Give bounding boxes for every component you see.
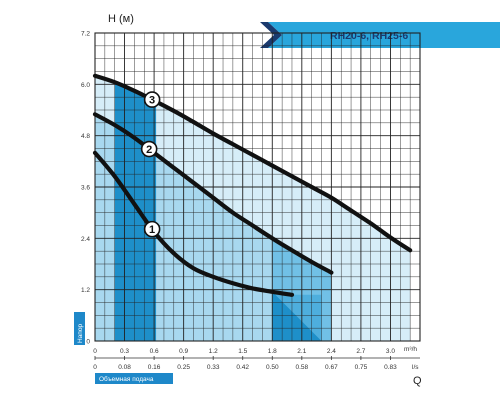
curve-label-3: 3 [149,95,155,107]
x-tick-labels: 0 0.3 0.6 0.9 1.2 1.5 1.8 2.1 2.4 2.7 3.0 [93,348,395,355]
x-unit-secondary: l/s [412,364,419,371]
y-tick-label: 1.2 [81,287,90,294]
x-tick-label-secondary: 0 [93,364,97,371]
title-banner-accent [260,22,282,48]
x-tick-label-secondary: 0.08 [118,364,131,371]
y-tick-labels: 0 1.2 2.4 3.6 4.8 6.0 7.2 [81,31,90,346]
x-tick-label-secondary: 0.25 [177,364,190,371]
flow-tag: Объемная подача [95,373,173,384]
x-tick-label-secondary: 0.50 [266,364,279,371]
y-tick-label: 3.6 [81,185,90,192]
x-tick-label-secondary: 0.42 [236,364,249,371]
curve-label-badge-2 [140,140,158,158]
y-tick-label: 2.4 [81,236,90,243]
flow-tag-label: Объемная подача [99,375,154,383]
x-tick-label: 0.9 [179,348,188,355]
plot-frame [94,32,421,342]
y-axis-title: H (м) [108,13,134,25]
x-tick-label-secondary: 0.58 [295,364,308,371]
curve-label-1: 1 [149,224,155,236]
head-tag-label: Напор [77,324,84,343]
y-tick-label: 4.8 [81,133,90,140]
title-banner-bg [268,22,500,48]
x-tick-label: 2.7 [356,348,365,355]
x-axis-title: Q [413,375,422,387]
x-tick-label-secondary: 0.16 [148,364,161,371]
curves: 1 2 3 [92,73,413,297]
x-tick-label-secondary: 0.83 [384,364,397,371]
x-tick-labels-secondary: 0 0.08 0.16 0.25 0.33 0.42 0.50 0.58 0.67 0.75 0.8… [93,356,420,371]
operating-band-1 [114,82,157,341]
x-unit-primary: m³/h [404,346,417,353]
title-banner: RH20-6, RH25-6 [260,22,500,48]
x-tick-label: 1.8 [268,348,277,355]
x-tick-label: 0 [93,348,97,355]
x-tick-label: 3.0 [386,348,395,355]
x-tick-label-secondary: 0.33 [207,364,220,371]
x-tick-label: 0.6 [150,348,159,355]
x-tick-label: 1.2 [209,348,218,355]
y-tick-label: 6.0 [81,82,90,89]
x-tick-label-secondary: 0.75 [355,364,368,371]
y-tick-label: 7.2 [81,31,90,38]
x-tick-label: 2.4 [327,348,336,355]
x-tick-label: 1.5 [238,348,247,355]
curve-2 [92,112,334,275]
curve-label-badge-3 [143,91,161,108]
flow-tag-bg [95,373,173,384]
y-tick-label: 0 [86,339,90,346]
curve-label-badge-1 [143,220,161,238]
head-tag: Напор [74,312,85,345]
x-tick-label-secondary: 0.67 [325,364,338,371]
curve-label-2: 2 [146,144,152,156]
x-tick-label: 2.1 [297,348,306,355]
x-tick-label: 0.3 [120,348,129,355]
curve-1 [92,150,295,297]
chart-title: RH20-6, RH25-6 [330,30,408,42]
head-tag-bg [74,312,85,345]
